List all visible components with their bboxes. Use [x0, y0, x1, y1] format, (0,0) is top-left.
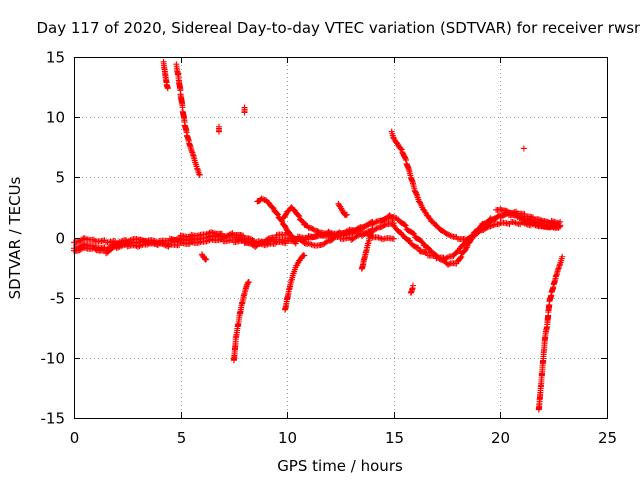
series-arc-10h-negative	[282, 252, 308, 313]
series-arc-9h-hump	[254, 195, 299, 247]
series-arc-15h-inner	[390, 208, 564, 262]
y-tick-label: 5	[55, 169, 65, 187]
data-point-markers	[279, 204, 376, 239]
x-tick-label: 0	[70, 429, 80, 447]
data-point-markers	[230, 279, 252, 364]
y-tick-label: -15	[41, 410, 66, 428]
data-point-markers	[520, 145, 527, 152]
y-tick-label: 10	[46, 109, 65, 127]
series-isolated-15.8h-negative	[407, 282, 416, 296]
series-isolated-6.8h	[215, 123, 222, 135]
data-point-markers	[335, 200, 350, 219]
series-arc-15h-descent	[388, 128, 564, 245]
x-tick-label: 10	[278, 429, 297, 447]
series-arc-22h-negative	[535, 253, 566, 413]
y-tick-label: -10	[41, 350, 66, 368]
data-point-markers	[282, 252, 308, 313]
series-arc-7.5h-negative	[230, 279, 252, 364]
series-arc-10.5h-hump	[279, 204, 376, 239]
data-point-markers	[198, 251, 210, 263]
data-point-markers	[241, 104, 248, 116]
y-tick-label: 0	[55, 230, 65, 248]
series-arc-13.6h-negative	[358, 226, 376, 272]
y-tick-label: 15	[46, 49, 65, 67]
data-point-markers	[173, 61, 203, 178]
data-point-markers	[390, 208, 564, 262]
y-tick-label: -5	[50, 290, 65, 308]
data-point-markers	[388, 128, 564, 245]
x-tick-label: 25	[598, 429, 617, 447]
x-axis-label: GPS time / hours	[277, 457, 403, 475]
series-isolated-8h	[241, 104, 248, 116]
series-arc-12.5h	[335, 200, 350, 219]
data-point-markers	[493, 206, 564, 231]
x-tick-label: 5	[177, 429, 187, 447]
axis-ticks: 0 5 10 15 20 25 -15 -10 -5 0 5 10 15	[41, 49, 618, 448]
data-point-markers	[254, 195, 299, 247]
data-point-markers	[535, 253, 566, 413]
data-point-markers	[215, 123, 222, 135]
x-tick-label: 15	[385, 429, 404, 447]
data-point-markers	[160, 58, 171, 92]
data-points	[71, 58, 566, 413]
y-axis-label: SDTVAR / TECUs	[6, 176, 24, 299]
series-arc-20h-hump	[493, 206, 564, 231]
data-point-markers	[358, 226, 376, 272]
x-tick-label: 20	[491, 429, 510, 447]
data-point-markers	[407, 282, 416, 296]
series-isolated-6h-negative	[198, 251, 210, 263]
series-isolated-21.1h	[520, 145, 527, 152]
chart-title: Day 117 of 2020, Sidereal Day-to-day VTE…	[36, 19, 640, 37]
series-arc-5h-descent	[173, 61, 203, 178]
series-arc-4h-high	[160, 58, 171, 92]
